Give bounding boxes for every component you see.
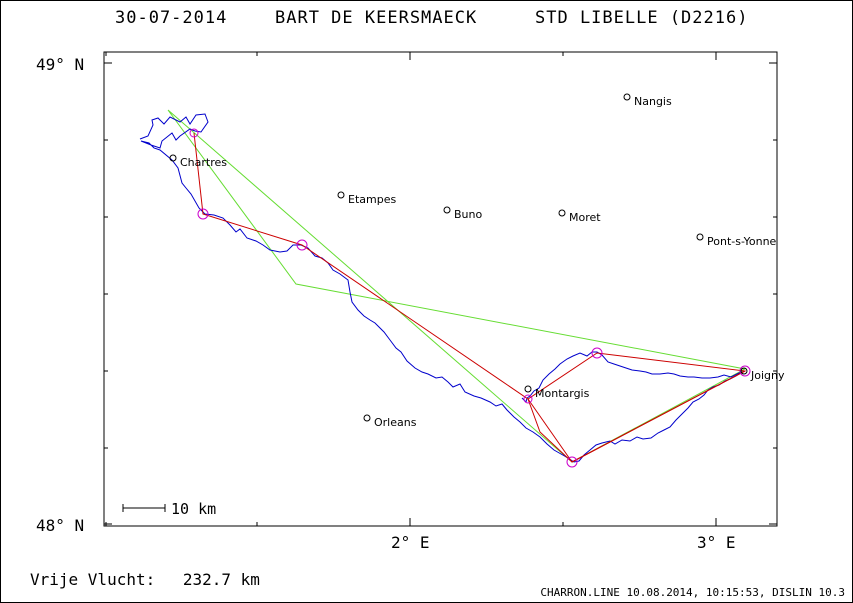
lon-label-right: 3° E — [697, 533, 736, 552]
town-label: Nangis — [634, 95, 672, 108]
town-marker — [169, 154, 177, 162]
town-marker — [623, 93, 631, 101]
distance-summary: Vrije Vlucht: 232.7 km — [30, 570, 260, 589]
scale-bar — [122, 504, 166, 512]
lat-label-top: 49° N — [36, 55, 85, 74]
task-line — [193, 132, 747, 463]
flight-date: 30-07-2014 — [115, 8, 228, 28]
task-leg — [527, 398, 573, 463]
turnpoint-marker — [591, 347, 603, 359]
turnpoint-marker — [197, 208, 209, 220]
turnpoint-marker — [566, 456, 578, 468]
scale-bar-label: 10 km — [171, 500, 216, 518]
town-label: Chartres — [180, 156, 227, 169]
town-marker — [443, 206, 451, 214]
distance-value: 232.7 km — [182, 570, 260, 589]
axis-ticks — [104, 52, 777, 526]
town-label: Joigny — [750, 369, 785, 382]
plot-border — [103, 51, 778, 527]
alt-task-line — [167, 109, 747, 463]
turnpoint-marker — [296, 239, 308, 251]
town-marker — [696, 233, 704, 241]
pilot-name: BART DE KEERSMAECK — [275, 8, 478, 28]
lon-label-left: 2° E — [391, 533, 430, 552]
town-marker — [337, 191, 345, 199]
town-label: Moret — [569, 211, 601, 224]
turnpoints — [189, 128, 751, 468]
lat-label-bottom: 48° N — [36, 516, 85, 535]
distance-label: Vrije Vlucht: — [30, 570, 156, 589]
glider-name: STD LIBELLE (D2216) — [535, 8, 749, 28]
credit-line: CHARRON.LINE 10.08.2014, 10:15:53, DISLI… — [540, 586, 845, 599]
town-marker — [524, 385, 532, 393]
turnpoint-marker — [523, 394, 533, 404]
town-label: Orleans — [374, 416, 417, 429]
town-label: Etampes — [348, 193, 396, 206]
town-marker — [363, 414, 371, 422]
task-leg — [571, 370, 746, 463]
town-marker — [558, 209, 566, 217]
town-label: Buno — [454, 208, 482, 221]
town-label: Pont-s-Yonne — [707, 235, 777, 248]
town-markers: Chartres Etampes Buno Moret Pont-s-Yonne Nang… — [169, 93, 785, 429]
turnpoint-marker — [739, 365, 751, 377]
flight-track — [139, 113, 746, 463]
town-marker — [740, 367, 748, 375]
turnpoint-marker — [189, 128, 199, 138]
town-label: Montargis — [535, 387, 590, 400]
